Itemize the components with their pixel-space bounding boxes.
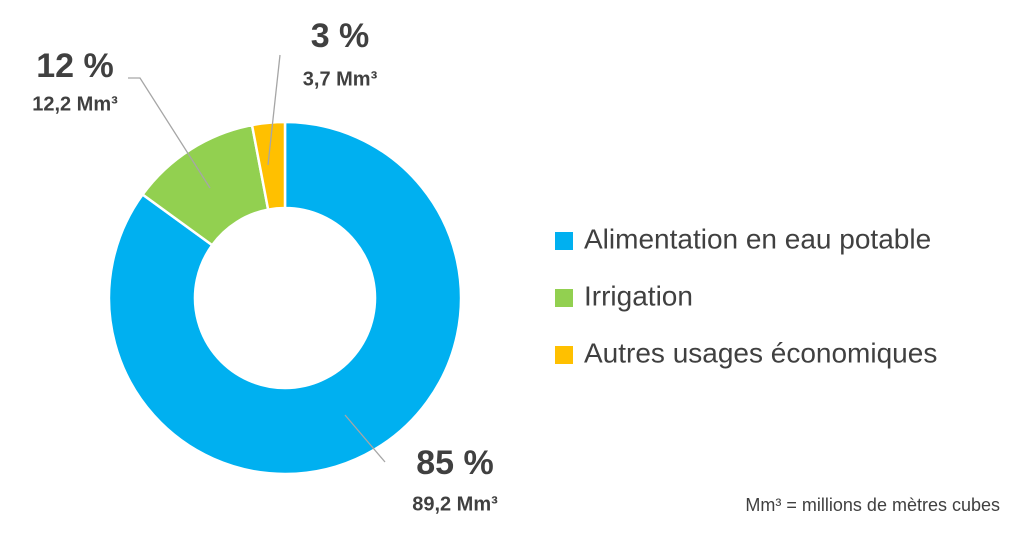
- legend-swatch: [555, 346, 573, 364]
- donut-slice: [107, 120, 463, 476]
- volume-label: 89,2 Mm³: [412, 493, 498, 515]
- footnote: Mm³ = millions de mètres cubes: [745, 495, 1000, 515]
- value-label: 3 %: [311, 17, 370, 55]
- legend-label: Irrigation: [584, 280, 693, 311]
- leader-line: [344, 414, 386, 463]
- legend-swatch: [555, 232, 573, 250]
- legend-label: Autres usages économiques: [584, 337, 937, 368]
- legend-swatch: [555, 289, 573, 307]
- donut-slice: [250, 120, 287, 212]
- leader-line: [128, 77, 211, 189]
- volume-label: 12,2 Mm³: [32, 93, 118, 115]
- value-label: 12 %: [36, 47, 114, 85]
- legend-label: Alimentation en eau potable: [584, 223, 931, 254]
- leader-line: [267, 54, 281, 166]
- volume-label: 3,7 Mm³: [303, 68, 378, 90]
- value-label: 85 %: [416, 444, 494, 482]
